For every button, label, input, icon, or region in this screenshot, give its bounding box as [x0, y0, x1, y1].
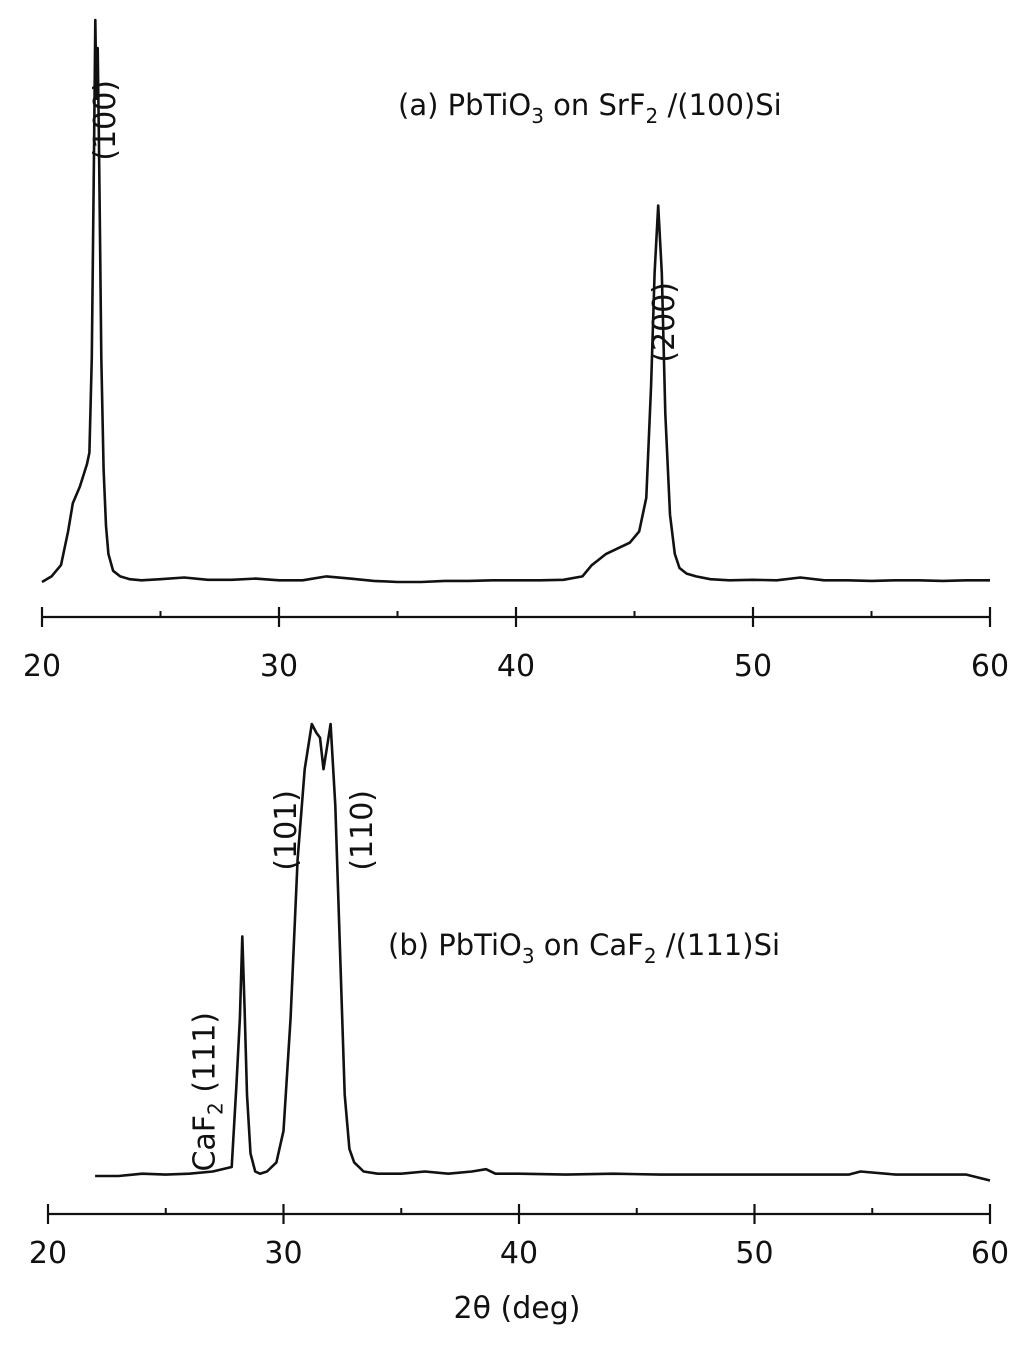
- panel-b-peak-label: CaF2 (111): [187, 1012, 227, 1172]
- panel-b-diffraction-curve: [95, 722, 991, 1182]
- panel-a-tick-label: 50: [734, 649, 772, 684]
- panel-a-tick-label: 30: [260, 649, 298, 684]
- panel-b-tick-label: 20: [29, 1236, 67, 1271]
- panel-a-title: (a) PbTiO3 on SrF2 /(100)Si: [398, 88, 782, 128]
- panel-b-x-axis-label: 2θ (deg): [454, 1291, 581, 1326]
- panel-a-tick-label: 60: [971, 649, 1009, 684]
- panel-b-tick-label: 50: [735, 1236, 773, 1271]
- panel-a-peak-label: (100): [88, 80, 123, 161]
- panel-b-x-axis: 20 30 40 50 60: [29, 1204, 1009, 1271]
- panel-a-tick-label: 20: [23, 649, 61, 684]
- panel-a: 20 30 40 50 60 (100) (200) (a) PbTiO3 on SrF2…: [23, 18, 1009, 684]
- panel-a-peak-labels: (100) (200): [88, 80, 682, 363]
- panel-b-tick-label: 60: [971, 1236, 1009, 1271]
- panel-a-tick-label: 40: [497, 649, 535, 684]
- panel-b-tick-label: 40: [500, 1236, 538, 1271]
- panel-a-x-axis: 20 30 40 50 60: [23, 607, 1009, 684]
- panel-a-peak-label: (200): [647, 282, 682, 363]
- panel-b-peak-label: (101): [269, 790, 304, 871]
- panel-a-diffraction-curve: [41, 18, 990, 584]
- panel-b-title: (b) PbTiO3 on CaF2 /(111)Si: [388, 928, 780, 968]
- panel-b-peak-label: (110): [345, 790, 380, 871]
- panel-a-curve-layer: [41, 18, 990, 584]
- panel-b: 20 30 40 50 60 CaF2 (111) (101) (110) (b) PbTi…: [29, 722, 1009, 1326]
- panel-b-peak-labels: CaF2 (111) (101) (110): [187, 790, 380, 1172]
- panel-b-curve-layer: [95, 722, 991, 1182]
- panel-b-tick-label: 30: [264, 1236, 302, 1271]
